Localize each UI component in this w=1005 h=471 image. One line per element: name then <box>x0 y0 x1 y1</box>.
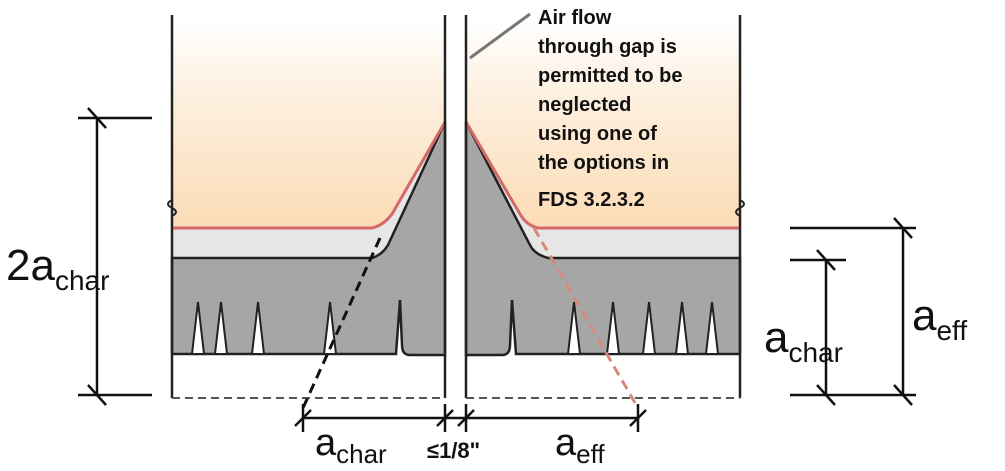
crack-marks <box>190 301 720 355</box>
label-achar-bottom: achar <box>315 422 387 469</box>
note-leader-line <box>469 12 531 60</box>
svg-text:using one of: using one of <box>538 123 657 145</box>
fire-exposure-zone-left <box>172 20 445 228</box>
label-gap-limit: ≤1/8" <box>427 438 480 463</box>
label-aeff-bottom: aeff <box>555 422 605 469</box>
dimension-bottom <box>294 404 647 432</box>
dimension-aeff <box>790 217 916 406</box>
residual-section-right <box>464 121 742 357</box>
label-aeff-right: aeff <box>912 291 967 346</box>
char-line-left <box>172 121 447 230</box>
gap-air-flow-note: Air flow through gap is permitted to be … <box>538 7 682 211</box>
fire-exposure-zone-right <box>466 20 740 228</box>
break-symbol-right <box>735 199 745 217</box>
svg-text:through gap is: through gap is <box>538 36 677 58</box>
dimension-2achar <box>78 107 152 406</box>
break-symbol-left <box>167 199 177 217</box>
svg-text:FDS 3.2.3.2: FDS 3.2.3.2 <box>538 189 645 211</box>
svg-text:the options in: the options in <box>538 152 669 174</box>
residual-section-left <box>170 121 447 357</box>
svg-text:neglected: neglected <box>538 94 631 116</box>
svg-text:permitted to be: permitted to be <box>538 65 682 87</box>
label-achar-right: achar <box>764 313 843 368</box>
char-line-right <box>464 121 740 230</box>
dimension-achar-right <box>790 249 846 406</box>
svg-text:Air flow: Air flow <box>538 7 612 29</box>
eff-projection-line <box>532 227 640 409</box>
label-2achar: 2achar <box>6 241 109 296</box>
